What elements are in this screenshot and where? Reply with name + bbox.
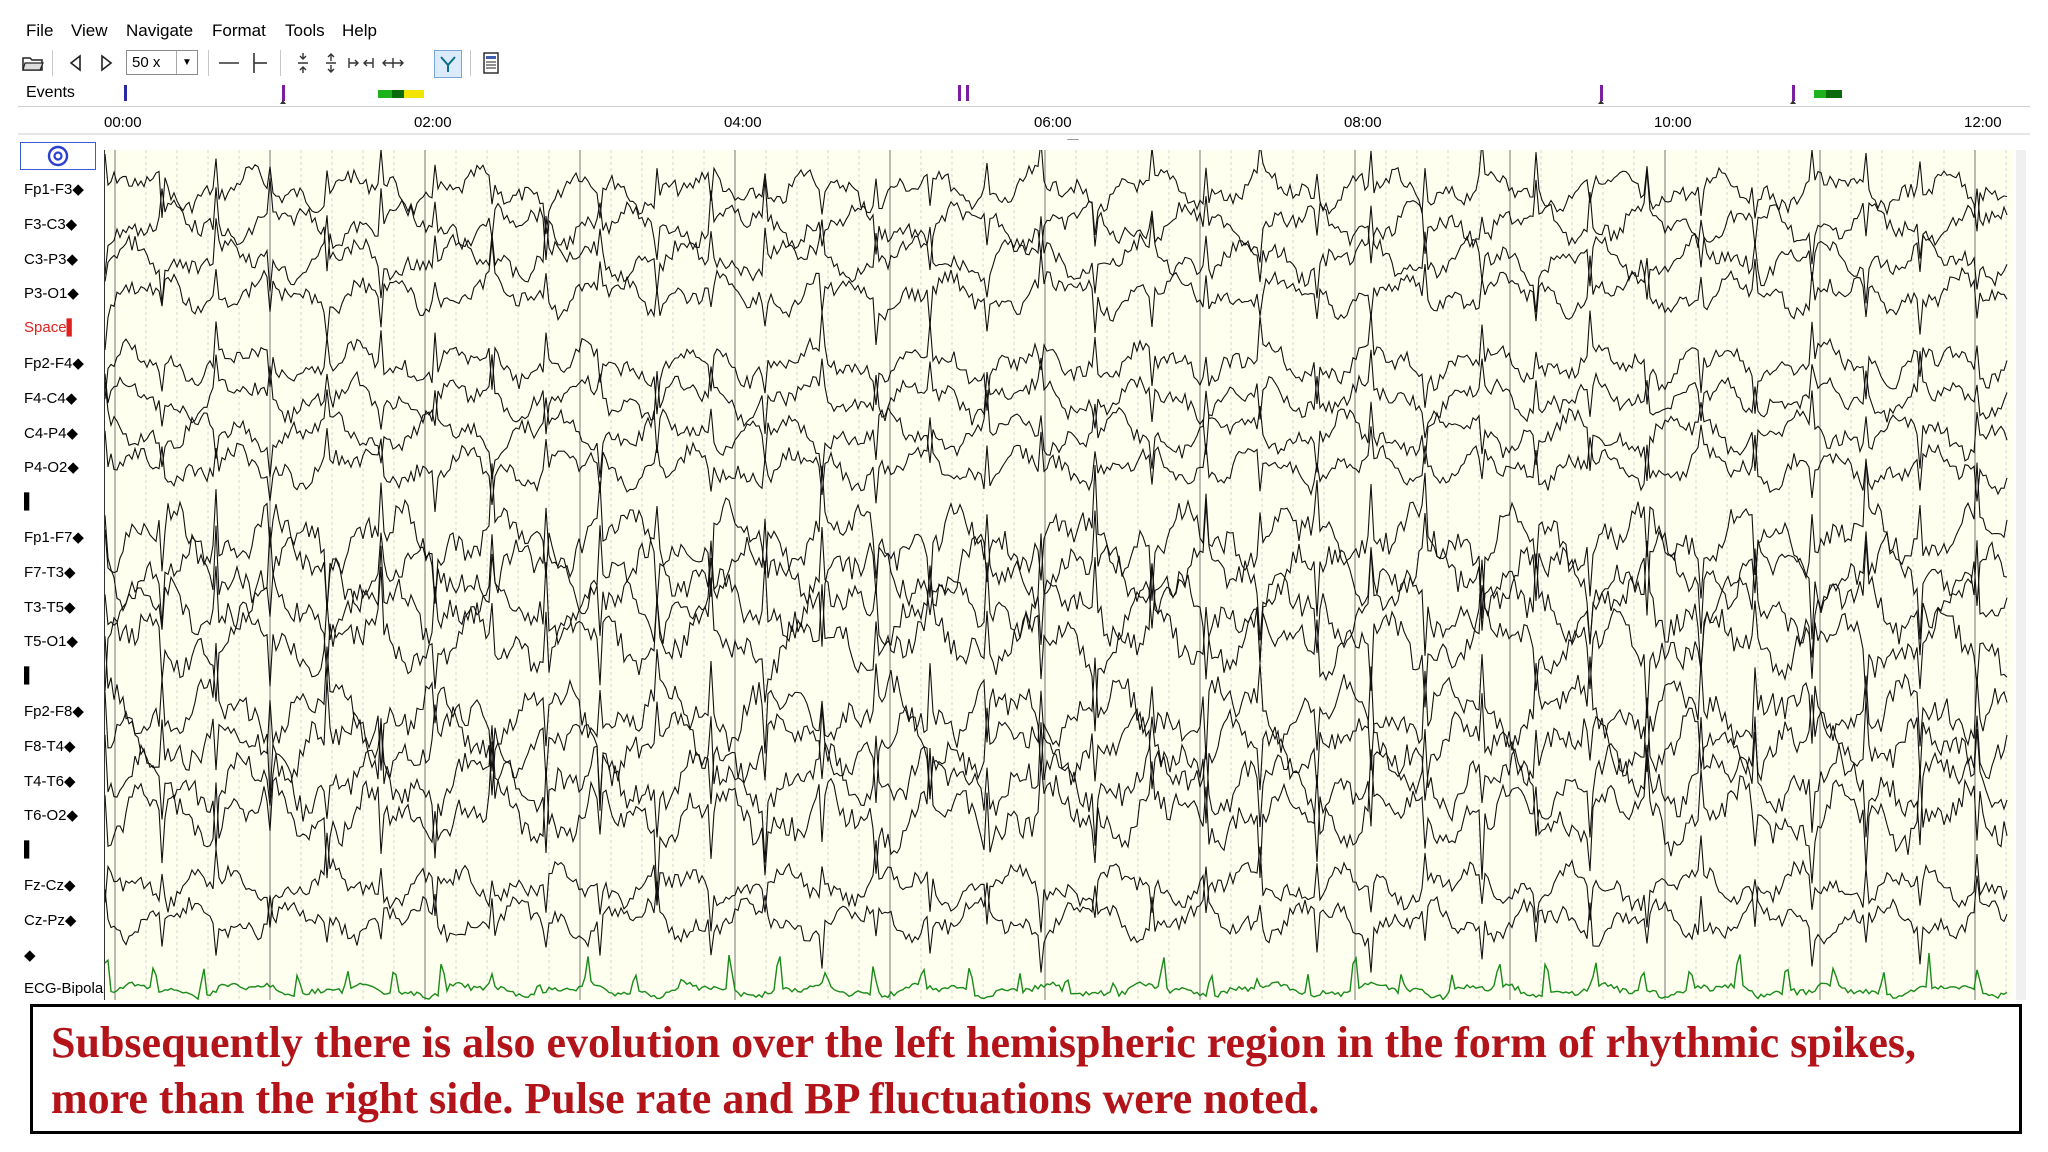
- time-compress-icon[interactable]: [348, 50, 374, 76]
- event-segment-yellow[interactable]: [404, 90, 424, 98]
- channel-label[interactable]: F4-C4◆: [24, 389, 78, 407]
- menu-format[interactable]: Format: [212, 21, 266, 40]
- filter-icon[interactable]: [434, 50, 462, 78]
- channel-label[interactable]: Fz-Cz◆: [24, 877, 76, 894]
- zoom-value: 50 x: [132, 54, 161, 71]
- time-label: 10:00: [1654, 114, 1692, 131]
- zoom-dropdown[interactable]: 50 x ▼: [126, 50, 198, 75]
- channel-label[interactable]: F3-C3◆: [24, 215, 78, 233]
- channel-label[interactable]: ▌: [24, 667, 35, 685]
- channel-label[interactable]: ▌: [24, 493, 35, 511]
- eeg-trace: [105, 666, 2008, 824]
- menu-file[interactable]: File: [26, 21, 54, 40]
- event-markers: [124, 85, 1842, 104]
- channel-label[interactable]: ▌: [24, 841, 35, 859]
- eeg-trace: [105, 503, 2008, 647]
- channel-label[interactable]: C4-P4◆: [24, 424, 79, 442]
- next-icon[interactable]: [94, 50, 120, 76]
- eeg-trace: [105, 205, 2008, 313]
- events-bar: Events: [18, 82, 2030, 107]
- baseline-icon[interactable]: [244, 50, 270, 76]
- target-icon: [47, 145, 69, 167]
- time-expand-icon[interactable]: [380, 50, 406, 76]
- timeline-ticks: [18, 106, 2030, 140]
- channel-label[interactable]: F8-T4◆: [24, 737, 76, 755]
- eeg-trace: [105, 526, 2008, 680]
- time-label: 12:00: [1964, 114, 2002, 131]
- event-marker[interactable]: [1600, 85, 1603, 101]
- event-marker[interactable]: [958, 85, 961, 101]
- eeg-trace: [105, 866, 2008, 973]
- eeg-trace: [105, 349, 2008, 455]
- time-label: 00:00: [104, 114, 142, 131]
- event-marker[interactable]: [124, 85, 127, 101]
- amplitude-decrease-icon[interactable]: [290, 50, 316, 76]
- line-icon[interactable]: [216, 50, 242, 76]
- channel-label[interactable]: C3-P3◆: [24, 250, 79, 268]
- eeg-trace: [105, 150, 2008, 235]
- menu-bar: File View Navigate Format Tools Help: [0, 0, 2048, 44]
- channel-label[interactable]: P3-O1◆: [24, 285, 79, 303]
- channel-label[interactable]: ◆: [24, 946, 36, 964]
- time-label: 06:00: [1034, 114, 1072, 131]
- time-label: 08:00: [1344, 114, 1382, 131]
- menu-view[interactable]: View: [71, 21, 108, 40]
- channel-label[interactable]: T4-T6◆: [24, 772, 76, 790]
- montage-icon[interactable]: [478, 50, 504, 76]
- eeg-trace: [105, 170, 2008, 275]
- channel-label[interactable]: Fp2-F8◆: [24, 703, 84, 720]
- time-label: 02:00: [414, 114, 452, 131]
- event-segment-green[interactable]: [1814, 90, 1826, 98]
- amplitude-increase-icon[interactable]: [318, 50, 344, 76]
- events-label: Events: [26, 84, 75, 101]
- montage-button[interactable]: [20, 142, 96, 170]
- channel-label[interactable]: T3-T5◆: [24, 598, 76, 616]
- eeg-traces: [105, 150, 2008, 1000]
- open-folder-icon[interactable]: [20, 50, 46, 76]
- caption-box: Subsequently there is also evolution ove…: [30, 1004, 2022, 1134]
- channel-label[interactable]: P4-O2◆: [24, 459, 79, 477]
- menu-tools[interactable]: Tools: [285, 21, 325, 40]
- eeg-trace: [105, 707, 2008, 863]
- channel-label[interactable]: F7-T3◆: [24, 563, 76, 581]
- channel-label[interactable]: Fp1-F7◆: [24, 529, 84, 546]
- event-segment-dark-green[interactable]: [392, 90, 404, 98]
- event-segment-dark-green[interactable]: [1826, 90, 1842, 98]
- channel-labels: Fp1-F3◆ F3-C3◆ C3-P3◆ P3-O1◆ Space▌ Fp2-F4◆ F4…: [0, 140, 108, 1000]
- menu-help[interactable]: Help: [342, 21, 377, 40]
- eeg-trace: [105, 458, 2008, 619]
- timeline-ruler[interactable]: 00:00 02:00 04:00 06:00 08:00 10:00 12:0…: [0, 106, 2048, 140]
- eeg-trace: [105, 240, 2008, 350]
- eeg-trace: [105, 832, 2008, 933]
- time-label: 04:00: [724, 114, 762, 131]
- ecg-trace: [105, 952, 2008, 1000]
- eeg-trace-area[interactable]: [104, 150, 2013, 1000]
- chevron-down-icon: ▼: [176, 51, 197, 74]
- channel-label[interactable]: T6-O2◆: [24, 807, 79, 825]
- channel-label[interactable]: Fp1-F3◆: [24, 181, 84, 198]
- event-marker[interactable]: [282, 85, 285, 101]
- channel-label[interactable]: Space▌: [24, 319, 78, 337]
- event-marker[interactable]: [1792, 85, 1795, 101]
- channel-label[interactable]: ECG-Bipolar: [24, 980, 109, 998]
- caption-text: Subsequently there is also evolution ove…: [51, 1018, 1917, 1123]
- eeg-trace: [105, 741, 2008, 899]
- eeg-trace: [105, 310, 2008, 415]
- toolbar: 50 x ▼: [18, 46, 2030, 80]
- vertical-scrollbar[interactable]: [2016, 150, 2026, 1000]
- channel-label[interactable]: T5-O1◆: [24, 633, 79, 651]
- channel-label[interactable]: Cz-Pz◆: [24, 911, 77, 929]
- channel-label[interactable]: Fp2-F4◆: [24, 355, 84, 372]
- eeg-trace: [105, 636, 2008, 798]
- previous-icon[interactable]: [62, 50, 88, 76]
- event-segment-green[interactable]: [378, 90, 392, 98]
- event-marker[interactable]: [966, 85, 969, 101]
- menu-navigate[interactable]: Navigate: [126, 21, 194, 40]
- eeg-trace: [105, 417, 2008, 513]
- eeg-trace: [105, 559, 2008, 732]
- eeg-trace: [105, 381, 2008, 482]
